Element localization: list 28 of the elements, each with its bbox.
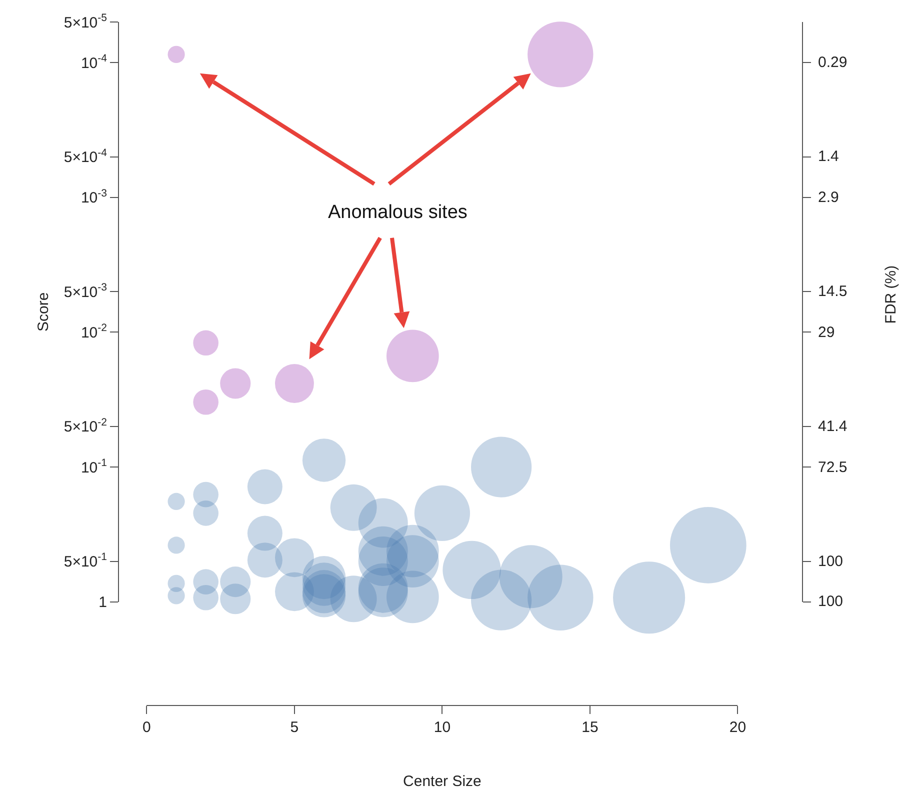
text: 29 [818, 324, 835, 341]
text: FDR (%) [882, 265, 900, 324]
y-tick-label: 10$^{-4}$ [80, 52, 108, 72]
y-tick-label: 5×10$^{-2}$ [64, 416, 108, 436]
y-tick-label: 5×10$^{-3}$ [64, 282, 108, 301]
text: 0.29 [818, 54, 848, 71]
y-axis-title: Score [35, 292, 52, 332]
text: 100 [818, 553, 844, 570]
text: 72.5 [818, 459, 848, 476]
y-tick-label: 1 [98, 594, 107, 612]
x-axis-title: Center Size [403, 773, 482, 790]
x-tick-label: 10 [434, 719, 451, 736]
y-tick-label: 5×10$^{-1}$ [64, 551, 108, 571]
y-tick-label: 10$^{-3}$ [80, 187, 108, 207]
y-tick-label: 5×10$^{-4}$ [64, 146, 108, 166]
x-tick-label: 15 [582, 719, 598, 736]
text: 100 [818, 593, 844, 610]
text: 14.5 [818, 283, 848, 300]
y-tick-label: 10$^{-1}$ [80, 457, 108, 476]
x-tick-label: 20 [729, 719, 746, 736]
x-tick-label: 5 [290, 719, 299, 736]
y-tick-label: 5×10$^{-5}$ [64, 12, 108, 32]
text: 41.4 [818, 418, 848, 435]
text: 2.9 [818, 189, 839, 206]
annotation: Anomalous sites [328, 202, 468, 223]
y-tick-label: 10$^{-2}$ [80, 322, 108, 342]
x-tick-label: 0 [142, 719, 151, 736]
text: 1.4 [818, 148, 839, 165]
